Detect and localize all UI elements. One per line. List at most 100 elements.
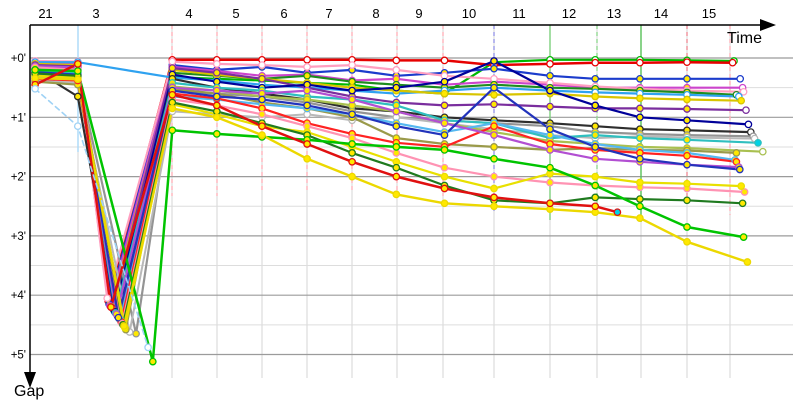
data-point[interactable] [683,116,691,125]
data-point[interactable] [591,58,600,67]
data-point[interactable] [743,258,752,266]
data-point[interactable] [31,74,39,83]
data-point[interactable] [591,74,600,83]
data-point[interactable] [683,160,691,169]
data-point[interactable] [736,74,745,83]
data-point[interactable] [546,146,554,154]
data-point[interactable] [212,92,221,101]
data-point[interactable] [546,86,554,95]
data-point[interactable] [168,90,177,99]
data-point[interactable] [392,172,401,181]
data-point[interactable] [546,102,554,111]
data-point[interactable] [144,343,152,352]
data-point[interactable] [636,178,644,187]
data-point[interactable] [258,61,266,69]
data-point[interactable] [168,104,177,113]
series-line-pink-1[interactable] [33,59,745,300]
data-point[interactable] [591,143,600,151]
series-line-purple-1[interactable] [33,63,748,310]
data-point[interactable] [212,101,221,110]
data-point[interactable] [546,60,554,68]
data-point[interactable] [636,154,644,163]
data-point[interactable] [348,172,356,181]
data-point[interactable] [440,56,449,65]
data-point[interactable] [683,237,691,246]
data-point[interactable] [348,149,356,157]
data-point[interactable] [740,188,749,196]
data-point[interactable] [591,202,600,211]
series-line-blue-2[interactable] [33,71,741,319]
data-point[interactable] [490,131,498,139]
data-point[interactable] [683,105,691,113]
data-point[interactable] [636,58,644,67]
data-point[interactable] [636,94,644,103]
data-point[interactable] [73,122,82,131]
series-line-violet-2[interactable] [33,65,740,316]
data-point[interactable] [738,199,747,208]
data-point[interactable] [728,58,737,67]
data-point[interactable] [546,199,554,208]
data-point[interactable] [490,57,498,65]
data-point[interactable] [490,90,498,99]
data-point[interactable] [490,122,498,131]
series-line-red-2-retired[interactable] [33,62,619,309]
data-point[interactable] [303,63,311,71]
data-point[interactable] [739,87,748,96]
data-point[interactable] [212,130,221,138]
data-point[interactable] [258,110,266,119]
data-point[interactable] [258,122,266,131]
data-point[interactable] [683,135,691,144]
data-point[interactable] [73,60,82,68]
data-point[interactable] [440,172,449,181]
data-point[interactable] [591,172,600,181]
data-point[interactable] [613,208,622,217]
data-point[interactable] [392,83,401,92]
data-point[interactable] [168,64,177,72]
data-point[interactable] [440,146,449,154]
data-point[interactable] [348,110,356,119]
data-point[interactable] [303,71,311,80]
data-point[interactable] [742,106,750,115]
data-point[interactable] [636,195,644,203]
data-point[interactable] [683,223,691,231]
data-point[interactable] [739,233,748,241]
data-point[interactable] [348,61,356,69]
data-point[interactable] [744,120,753,129]
data-point[interactable] [212,113,221,122]
data-point[interactable] [148,357,157,366]
data-point[interactable] [591,193,600,202]
data-point[interactable] [258,74,266,83]
data-point[interactable] [392,163,401,172]
data-point[interactable] [490,172,498,181]
data-point[interactable] [132,329,140,338]
data-point[interactable] [392,56,401,65]
data-point[interactable] [440,77,449,86]
data-point[interactable] [490,193,498,202]
data-point[interactable] [546,163,554,172]
data-point[interactable] [737,96,746,105]
data-point[interactable] [758,147,767,156]
data-point[interactable] [303,154,311,163]
data-point[interactable] [754,138,762,147]
data-point[interactable] [258,95,266,104]
data-point[interactable] [31,66,39,74]
data-point[interactable] [392,122,401,131]
data-point[interactable] [303,86,311,95]
data-point[interactable] [546,125,554,134]
data-point[interactable] [683,179,691,188]
series-line-darkgreen-2[interactable] [33,72,744,326]
series-line-gray-1[interactable] [33,73,755,335]
data-point[interactable] [735,165,744,174]
data-point[interactable] [348,86,356,95]
data-point[interactable] [392,66,401,74]
data-point[interactable] [636,113,644,122]
data-point[interactable] [73,92,82,101]
data-point[interactable] [683,196,691,205]
data-point[interactable] [440,119,449,128]
data-point[interactable] [591,92,600,101]
data-point[interactable] [490,202,498,211]
data-point[interactable] [636,214,644,222]
data-point[interactable] [303,101,311,110]
data-point[interactable] [168,126,177,135]
data-point[interactable] [73,67,82,75]
